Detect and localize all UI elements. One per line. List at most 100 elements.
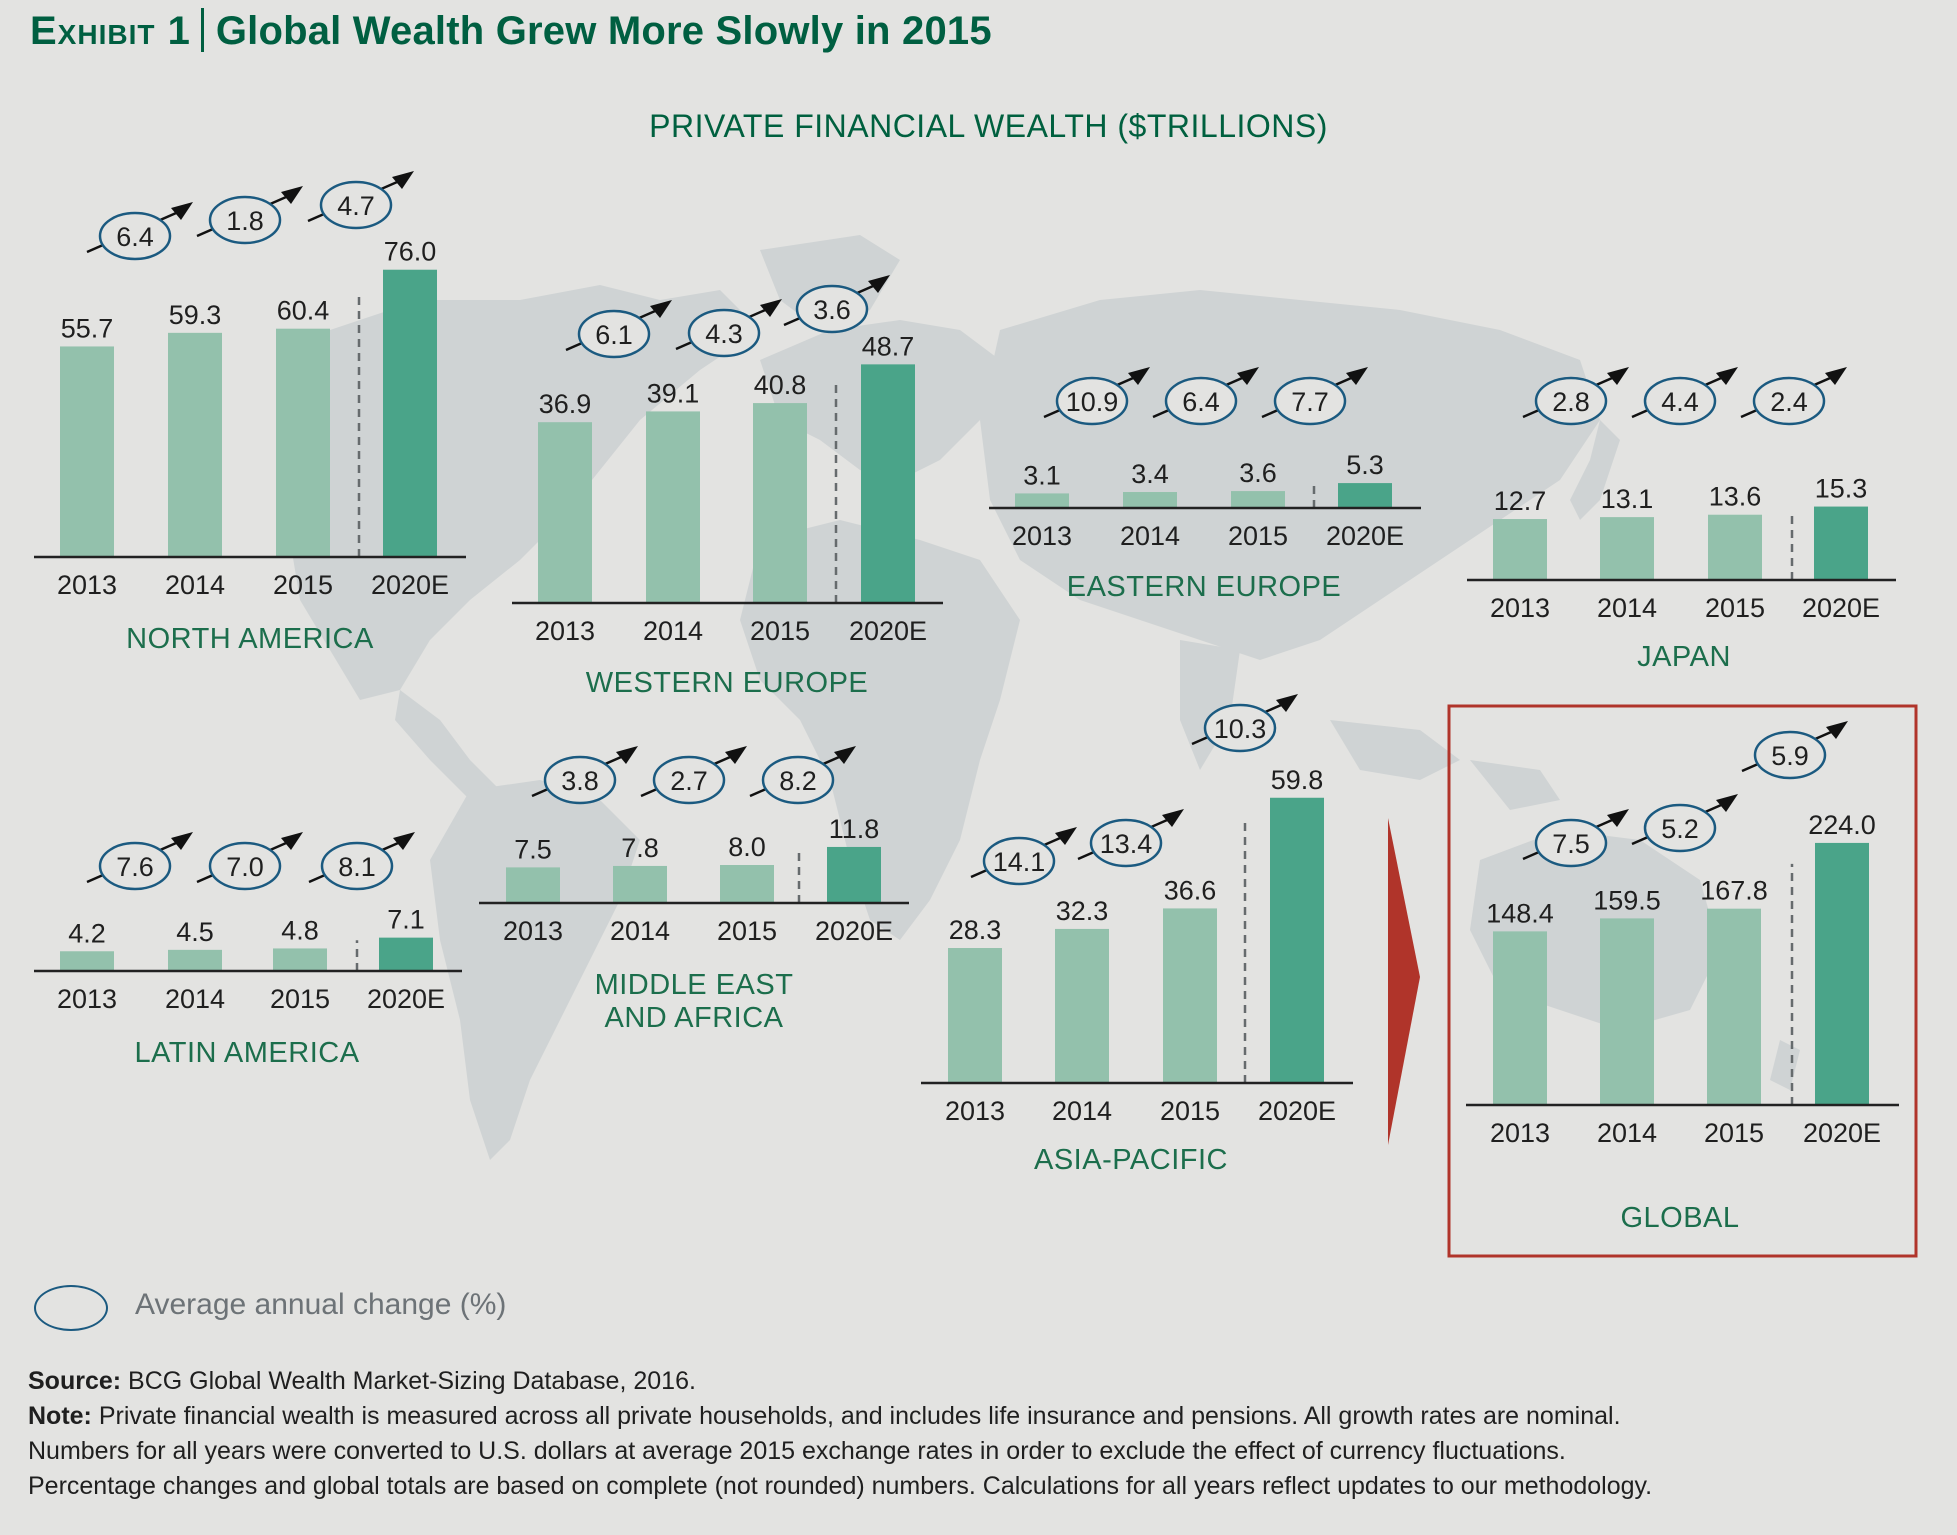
growth-rate-value: 3.8 (561, 766, 599, 796)
bar-2013 (506, 867, 560, 903)
panel-western-europe: 36.9 2013 39.1 2014 40.8 2015 48.7 2020E WESTERN… (512, 275, 943, 699)
growth-ellipse (1273, 376, 1347, 426)
arrow-up-right-icon (1128, 367, 1150, 385)
growth-ellipse (319, 180, 393, 230)
value-label: 15.3 (1815, 474, 1868, 504)
value-label: 28.3 (949, 915, 1002, 945)
bar-2014 (168, 332, 222, 557)
growth-ellipse (1089, 818, 1163, 868)
chart-subtitle: PRIVATE FINANCIAL WEALTH ($TRILLIONS) (649, 108, 1328, 144)
x-tick-label: 2015 (750, 616, 810, 646)
value-label: 12.7 (1494, 486, 1547, 516)
value-label: 11.8 (829, 814, 880, 844)
value-label: 36.9 (539, 389, 592, 419)
panel-eastern-europe: 3.1 2013 3.4 2014 3.6 2015 5.3 2020E EASTERN EUR… (989, 367, 1421, 603)
title-divider (200, 8, 204, 52)
growth-rate-value: 4.3 (705, 319, 743, 349)
arrow-up-right-icon (1346, 367, 1368, 385)
value-label: 13.1 (1601, 484, 1654, 514)
bar-2020e (1270, 797, 1324, 1083)
growth-rate-badge: 4.7 (307, 171, 414, 230)
bar-2020e (379, 937, 433, 971)
arrow-up-right-icon (1607, 809, 1629, 827)
value-label: 60.4 (277, 296, 330, 326)
growth-ellipse (543, 755, 617, 805)
growth-ellipse-icon (34, 1285, 108, 1331)
x-tick-label: 2013 (1490, 1118, 1550, 1148)
growth-rate-value: 6.1 (595, 320, 633, 350)
growth-rate-badge: 1.8 (196, 186, 303, 245)
arrow-up-right-icon (1162, 809, 1184, 827)
bar-2013 (60, 951, 114, 971)
value-label: 224.0 (1808, 810, 1876, 840)
global-highlight-box (1447, 704, 1918, 1258)
x-tick-label: 2014 (165, 984, 225, 1014)
growth-rate-value: 13.4 (1100, 829, 1153, 859)
map-landmass (395, 690, 500, 800)
bar-2015 (273, 948, 327, 971)
bar-2020e (383, 269, 437, 557)
bar-2015 (753, 403, 807, 603)
bar-2013 (1493, 519, 1547, 580)
growth-rate-value: 2.4 (1770, 387, 1808, 417)
growth-rate-value: 7.6 (116, 852, 154, 882)
bar-2014 (613, 865, 667, 903)
growth-rate-badge: 5.9 (1741, 721, 1848, 780)
x-tick-label: 2020E (1803, 1118, 1881, 1148)
growth-rate-value: 5.9 (1771, 741, 1809, 771)
x-tick-label: 2020E (367, 984, 445, 1014)
x-tick-label: 2014 (643, 616, 703, 646)
source-text: BCG Global Wealth Market-Sizing Database… (128, 1367, 696, 1395)
bar-2013 (1493, 931, 1547, 1105)
arrow-up-right-icon (760, 299, 782, 317)
growth-ellipse (208, 841, 282, 891)
panel-latin-america: 4.2 2013 4.5 2014 4.8 2015 7.1 2020E LATIN AMERI… (34, 832, 462, 1069)
map-landmass (430, 780, 640, 1160)
growth-rate-badge: 7.0 (196, 832, 303, 891)
panel-global: 148.4 2013 159.5 2014 167.8 2015 224.0 2020E GLO… (1466, 721, 1899, 1234)
bar-2020e (1814, 506, 1868, 580)
arrow-up-right-icon (281, 186, 303, 204)
note-label: Note: (28, 1402, 92, 1430)
arrow-up-right-icon (1825, 367, 1847, 385)
growth-ellipse (982, 836, 1056, 886)
map-landmass (1570, 420, 1620, 520)
panel-japan: 12.7 2013 13.1 2014 13.6 2015 15.3 2020E JAPAN 2.… (1467, 367, 1896, 673)
bar-2015 (1708, 514, 1762, 580)
value-label: 4.8 (281, 915, 319, 945)
x-tick-label: 2013 (1012, 521, 1072, 551)
value-label: 148.4 (1486, 898, 1554, 928)
arrow-up-right-icon (171, 832, 193, 850)
x-tick-label: 2020E (1258, 1096, 1336, 1126)
growth-rate-badge: 5.2 (1631, 794, 1738, 853)
note-line-2: Numbers for all years were converted to … (28, 1437, 1566, 1465)
region-label: AND AFRICA (604, 1002, 783, 1034)
value-label: 159.5 (1593, 885, 1661, 915)
x-tick-label: 2013 (945, 1096, 1005, 1126)
x-tick-label: 2020E (371, 570, 449, 600)
region-label: NORTH AMERICA (126, 623, 374, 655)
growth-ellipse (98, 211, 172, 261)
arrow-up-right-icon (725, 746, 747, 764)
growth-rate-value: 10.3 (1214, 714, 1267, 744)
x-tick-label: 2013 (535, 616, 595, 646)
value-label: 39.1 (647, 378, 700, 408)
growth-rate-badge: 7.6 (86, 832, 193, 891)
bar-2013 (1015, 493, 1069, 508)
value-label: 5.3 (1346, 450, 1384, 480)
arrow-up-right-icon (1716, 794, 1738, 812)
value-label: 3.6 (1239, 458, 1277, 488)
x-tick-label: 2013 (503, 916, 563, 946)
growth-rate-value: 4.7 (337, 191, 375, 221)
growth-ellipse (1203, 703, 1277, 753)
x-tick-label: 2015 (270, 984, 330, 1014)
growth-rate-value: 14.1 (993, 847, 1046, 877)
x-tick-label: 2014 (1597, 1118, 1657, 1148)
value-label: 7.1 (387, 905, 425, 935)
arrow-up-right-icon (1055, 827, 1077, 845)
arrow-up-right-icon (171, 202, 193, 220)
growth-rate-badge: 8.2 (749, 746, 856, 805)
growth-ellipse (208, 195, 282, 245)
value-label: 13.6 (1709, 482, 1762, 512)
bar-2013 (538, 422, 592, 603)
